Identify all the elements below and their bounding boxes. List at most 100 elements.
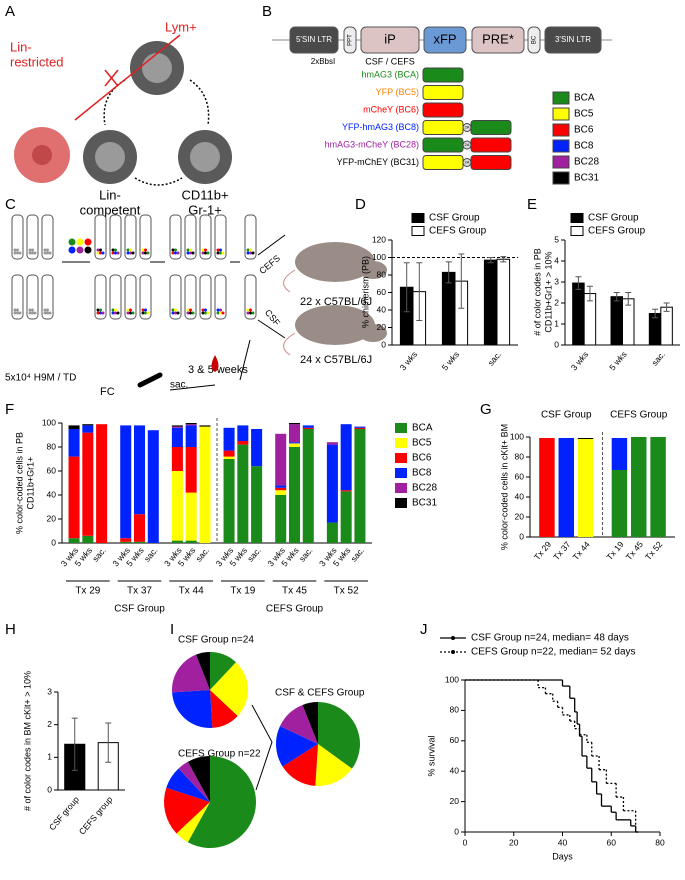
bar-segment bbox=[133, 425, 146, 515]
bar-segment bbox=[82, 425, 94, 433]
y-tick-label: 60 bbox=[515, 471, 525, 481]
error-bar bbox=[416, 262, 423, 321]
cell-dot bbox=[216, 311, 220, 315]
pie-slice bbox=[163, 787, 210, 834]
red-arrow bbox=[74, 34, 181, 121]
error-bar bbox=[575, 276, 582, 290]
cell-dot bbox=[13, 311, 17, 315]
cell-dot bbox=[43, 308, 47, 312]
legend-swatch bbox=[552, 107, 570, 121]
cell-dot bbox=[219, 248, 222, 252]
bar-segment bbox=[326, 442, 338, 445]
legend-marker bbox=[451, 636, 455, 640]
legend-swatch bbox=[570, 213, 584, 223]
x-tick-label: sac. bbox=[142, 545, 160, 563]
cell-dot bbox=[114, 311, 117, 315]
group-label: Tx 44 bbox=[179, 586, 204, 597]
cell-dot bbox=[141, 251, 145, 255]
x-tick-label: sac. bbox=[297, 545, 315, 563]
pie-title: CEFS Group n=22 bbox=[178, 749, 261, 760]
vector-element bbox=[289, 26, 339, 54]
mouse bbox=[295, 242, 375, 282]
error-bar bbox=[625, 292, 632, 306]
y-tick-label: 40 bbox=[47, 489, 57, 499]
vector-label: iP bbox=[384, 31, 396, 46]
legend-label: BC31 bbox=[574, 173, 599, 184]
bar-segment bbox=[147, 430, 159, 543]
pie-slice bbox=[172, 690, 213, 728]
y-tick-label: 80 bbox=[47, 441, 57, 451]
label: 5x10⁴ H9M / TD bbox=[5, 373, 76, 384]
tube bbox=[41, 274, 54, 320]
y-tick-label: 20 bbox=[515, 511, 525, 521]
construct-label: hmAG3-mCheY (BC28) bbox=[325, 139, 419, 149]
tube bbox=[244, 274, 257, 320]
construct-part bbox=[422, 120, 464, 135]
pie-slice bbox=[302, 702, 318, 744]
construct-label: mCheY (BC6) bbox=[363, 104, 419, 114]
label: sac. bbox=[170, 380, 188, 391]
y-tick-label: 120 bbox=[372, 234, 386, 244]
legend-label: BC5 bbox=[574, 109, 594, 120]
x-axis-label: Days bbox=[552, 851, 573, 861]
cell-dot bbox=[216, 308, 220, 312]
label: 3 & 5 weeks bbox=[188, 364, 248, 376]
error-bar bbox=[403, 262, 410, 313]
cell-dot bbox=[131, 251, 135, 255]
x-tick-label: 5 wks bbox=[607, 349, 629, 372]
cell-dot bbox=[219, 311, 222, 315]
vector-star bbox=[76, 246, 84, 254]
cell-dot bbox=[189, 248, 192, 252]
legend-label: BC6 bbox=[412, 453, 432, 464]
cell-dot bbox=[174, 308, 177, 312]
x-tick-label: 3 wks bbox=[569, 349, 591, 372]
legend-label: BCA bbox=[412, 423, 433, 434]
cell-dot bbox=[111, 311, 115, 315]
y-tick-label: 80 bbox=[450, 705, 460, 715]
cell-dot bbox=[111, 251, 115, 255]
x-tick-label: sac. bbox=[245, 545, 263, 563]
error-bar bbox=[487, 257, 494, 264]
construct-part bbox=[470, 120, 512, 135]
group-label: Tx 45 bbox=[282, 586, 307, 597]
tube bbox=[139, 274, 152, 320]
x-tick-label: 0 bbox=[463, 837, 468, 847]
cell-dot bbox=[13, 248, 17, 252]
linker bbox=[462, 140, 472, 150]
vector-label: PPT bbox=[348, 34, 354, 46]
bar-segment bbox=[133, 514, 146, 542]
panel-label: J bbox=[420, 621, 428, 638]
cell-dot bbox=[99, 308, 102, 312]
cell-dot bbox=[189, 251, 192, 255]
bar-segment bbox=[302, 429, 314, 543]
cell-core bbox=[142, 53, 172, 83]
y-axis-label: # of color codes in PB bbox=[532, 248, 542, 336]
bar-segment bbox=[185, 447, 197, 493]
legend-swatch bbox=[395, 483, 407, 493]
legend-label: BC8 bbox=[574, 141, 594, 152]
pie-slice bbox=[279, 704, 318, 744]
super-group-label: CEFS Group bbox=[266, 604, 324, 615]
linker bbox=[462, 158, 472, 167]
legend-swatch bbox=[395, 423, 407, 433]
bar-segment bbox=[223, 459, 235, 543]
bar-segment bbox=[171, 447, 183, 471]
bar-segment bbox=[120, 425, 132, 539]
y-axis-label: CD11b+Gr1+ bbox=[25, 457, 35, 510]
linker-label: 2A bbox=[465, 160, 470, 165]
y-tick-label: 4 bbox=[554, 255, 559, 265]
y-axis-label: % chimerism (PB) bbox=[360, 256, 370, 328]
construct-part bbox=[422, 102, 464, 118]
mouse-tail bbox=[283, 269, 296, 293]
cell-dot bbox=[31, 248, 34, 252]
bar-segment bbox=[185, 492, 197, 541]
y-tick-label: 0 bbox=[454, 826, 459, 836]
x-tick-label: Tx 52 bbox=[643, 539, 665, 562]
x-tick-label: Tx 45 bbox=[624, 539, 646, 562]
cell-dot bbox=[116, 311, 120, 315]
cell-dot bbox=[28, 311, 32, 315]
legend-label: BC28 bbox=[412, 483, 437, 494]
cell-dot bbox=[186, 251, 190, 255]
bar-segment bbox=[185, 424, 197, 426]
tube bbox=[11, 274, 24, 320]
